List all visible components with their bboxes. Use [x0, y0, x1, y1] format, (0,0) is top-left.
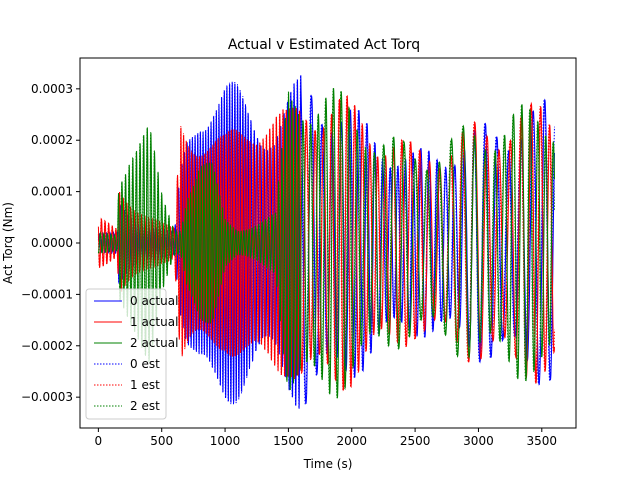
- y-tick-label: 0.0001: [31, 185, 73, 199]
- y-tick-label: −0.0002: [21, 339, 73, 353]
- x-tick-label: 3000: [463, 434, 494, 448]
- y-axis-title: Act Torq (Nm): [1, 202, 15, 284]
- x-tick-label: 3500: [527, 434, 558, 448]
- legend-label: 1 actual: [130, 315, 178, 329]
- legend: 0 actual 1 actual 2 actual 0 est 1 est 2 est: [85, 288, 178, 420]
- y-tick-label: −0.0001: [21, 287, 73, 301]
- legend-label: 1 est: [130, 378, 160, 392]
- x-tick-label: 0: [95, 434, 103, 448]
- x-tick-label: 1500: [273, 434, 304, 448]
- x-tick-label: 2000: [336, 434, 367, 448]
- y-tick-label: 0.0002: [31, 133, 73, 147]
- x-tick-label: 2500: [400, 434, 431, 448]
- y-tick-label: −0.0003: [21, 390, 73, 404]
- x-axis: 0 500 1000 1500 2000 2500 3000 3500: [95, 428, 558, 448]
- legend-label: 0 actual: [130, 294, 178, 308]
- y-axis: −0.0003 −0.0002 −0.0001 0.0000 0.0001 0.0002 0…: [21, 82, 80, 404]
- legend-label: 0 est: [130, 357, 160, 371]
- series-layer: [97, 75, 555, 409]
- legend-label: 2 est: [130, 399, 160, 413]
- y-tick-label: 0.0003: [31, 82, 73, 96]
- series-line-2-actual: [98, 88, 555, 399]
- x-axis-title: Time (s): [303, 457, 353, 471]
- y-tick-label: 0.0000: [31, 236, 73, 250]
- legend-label: 2 actual: [130, 336, 178, 350]
- x-tick-label: 1000: [210, 434, 241, 448]
- x-tick-label: 500: [150, 434, 173, 448]
- chart-title: Actual v Estimated Act Torq: [228, 37, 420, 53]
